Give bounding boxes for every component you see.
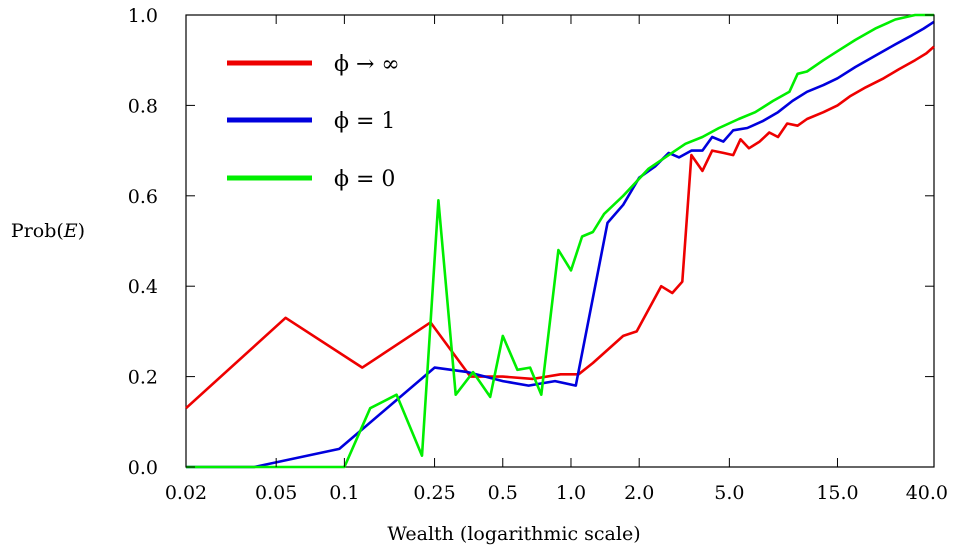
y-tick-label: 0.8 <box>128 95 158 117</box>
y-tick-label: 0.6 <box>128 186 158 208</box>
x-tick-label: 0.02 <box>165 482 207 504</box>
x-tick-label: 15.0 <box>816 482 858 504</box>
series-layer <box>185 13 935 469</box>
x-tick-label: 40.0 <box>906 482 948 504</box>
x-tick-label: 0.5 <box>488 482 518 504</box>
y-tick-label: 0.4 <box>128 276 158 298</box>
plot-frame <box>185 14 935 468</box>
y-tick-label: 0.0 <box>128 457 158 479</box>
legend-label-1: ϕ = 1 <box>334 109 395 134</box>
legend: ϕ → ∞ ϕ = 1 ϕ = 0 <box>227 52 400 192</box>
x-tick-label: 5.0 <box>714 482 744 504</box>
y-axis-ticks: 0.0 0.2 0.4 0.6 0.8 1.0 <box>128 5 934 479</box>
series-line-2 <box>186 13 934 469</box>
x-tick-label: 0.1 <box>329 482 359 504</box>
x-tick-label: 0.25 <box>413 482 455 504</box>
x-tick-label: 0.05 <box>255 482 297 504</box>
y-axis-label: Prob(E) <box>11 220 85 242</box>
y-tick-label: 0.2 <box>128 367 158 389</box>
x-axis-ticks: 0.02 0.05 0.1 0.25 0.5 1.0 2.0 5.0 15.0 40.0 <box>165 15 948 504</box>
x-tick-label: 2.0 <box>624 482 654 504</box>
legend-label-2: ϕ = 0 <box>334 167 395 192</box>
series-line-0 <box>185 45 935 410</box>
y-tick-label: 1.0 <box>128 5 158 27</box>
x-tick-label: 1.0 <box>556 482 586 504</box>
x-axis-label: Wealth (logarithmic scale) <box>387 523 640 545</box>
legend-label-0: ϕ → ∞ <box>334 52 400 77</box>
series-line-1 <box>186 20 935 469</box>
